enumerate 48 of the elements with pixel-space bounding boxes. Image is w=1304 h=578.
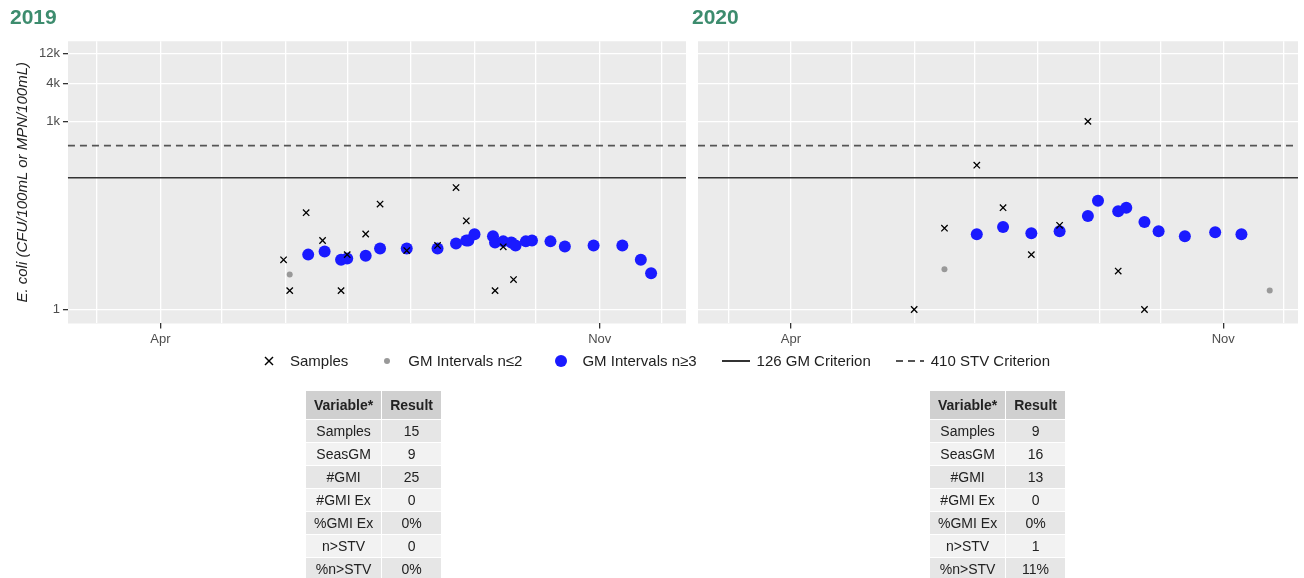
x-tick-label: Nov [1211,330,1236,346]
text: 0 [382,489,441,511]
text: 1 [1006,535,1065,557]
text: 11% [1006,558,1065,578]
text: #GMI [930,466,1006,488]
legend-label: 126 GM Criterion [756,352,871,369]
text: n>STV [930,535,1006,557]
text: 25 [382,466,441,488]
legend-label: GM Intervals n≤2 [408,352,523,369]
x-tick-label: Apr [150,330,172,346]
text: 9 [382,443,441,465]
text: 16 [1006,443,1065,465]
text: Result [382,391,441,419]
text: #GMI Ex [930,489,1006,511]
text: 15 [382,420,441,442]
legend-label: GM Intervals n≥3 [582,352,697,369]
y-tick-label: 4k [46,75,61,91]
x-tick-label: Nov [588,330,612,346]
text: 9 [1006,420,1065,442]
text: #GMI [306,466,382,488]
text: 0 [382,535,441,557]
text: Variable* [930,391,1006,419]
y-tick-label: 12k [38,45,61,61]
y-tick-label: 1k [46,112,61,128]
text: Samples [306,420,382,442]
text: 13 [1006,466,1065,488]
text: %GMI Ex [930,512,1006,534]
text: %n>STV [930,558,1006,578]
text: %n>STV [306,558,382,578]
y-tick-label: 1 [52,301,60,317]
text: #GMI Ex [306,489,382,511]
chart-title: 2019 [10,5,57,29]
y-axis-title: E. coli (CFU/100mL or MPN/100mL) [13,61,31,303]
text: %GMI Ex [306,512,382,534]
text: 0 [1006,489,1065,511]
text: 0% [1006,512,1065,534]
x-tick-label: Apr [780,330,802,346]
text: Result [1006,391,1065,419]
text: n>STV [306,535,382,557]
text: 0% [382,512,441,534]
text: 0% [382,558,441,578]
text: SeasGM [930,443,1006,465]
legend-label: Samples [289,352,349,369]
text: Samples [930,420,1006,442]
text: Variable* [306,391,382,419]
chart-title: 2020 [692,5,739,29]
text: SeasGM [306,443,382,465]
legend-label: 410 STV Criterion [930,352,1050,369]
